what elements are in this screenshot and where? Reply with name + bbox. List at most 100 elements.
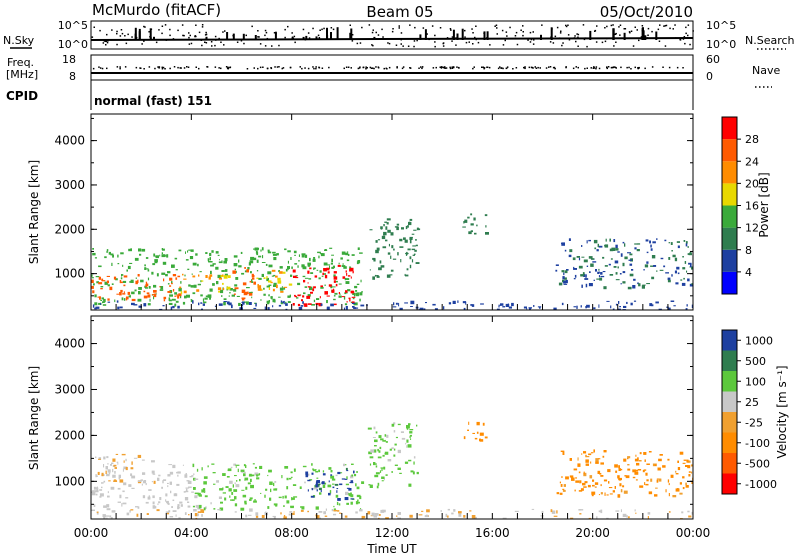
power-echo-cell — [613, 239, 616, 243]
velocity-echo-cell — [278, 496, 282, 499]
nave-tick-top: 60 — [706, 53, 720, 66]
velocity-echo-cell — [137, 506, 140, 509]
power-echo-cell — [622, 262, 625, 267]
nave-dot — [218, 67, 220, 69]
nsky-dot — [494, 25, 496, 27]
nave-dot — [539, 67, 541, 69]
power-echo-cell — [680, 279, 683, 281]
nsky-spike — [486, 31, 489, 40]
nsky-dot — [595, 41, 598, 43]
velocity-echo-cell — [114, 467, 117, 469]
power-echo-cell — [232, 270, 236, 274]
power-echo-cell — [355, 292, 360, 297]
velocity-echo-cell — [231, 499, 235, 501]
velocity-echo-cell — [343, 464, 347, 466]
power-echo-cell — [287, 260, 289, 264]
power-echo-cell — [399, 307, 403, 310]
nsky-dot — [240, 40, 243, 42]
power-echo-cell — [359, 252, 363, 254]
nsky-dot — [398, 27, 400, 29]
nsky-dot — [464, 36, 466, 38]
nsky-dot — [284, 28, 286, 31]
velocity-echo-cell — [225, 486, 229, 488]
power-echo-cell — [346, 301, 348, 303]
velocity-echo-cell — [336, 488, 339, 490]
nsky-dot — [195, 24, 197, 26]
power-echo-cell — [304, 304, 308, 307]
velocity-echo-cell — [659, 454, 663, 456]
power-echo-cell — [298, 260, 300, 262]
velocity-echo-cell — [93, 504, 96, 507]
power-echo-cell — [218, 303, 223, 306]
nave-dot — [432, 67, 435, 69]
velocity-echo-cell — [357, 499, 359, 502]
velocity-echo-cell — [159, 497, 162, 501]
power-echo-cell — [100, 286, 104, 288]
nsky-dot — [131, 36, 133, 38]
nsky-spike — [589, 30, 592, 40]
velocity-echo-cell — [165, 511, 169, 513]
nsky-dot — [451, 40, 453, 42]
velocity-echo-cell — [212, 472, 216, 474]
power-echo-cell — [257, 288, 262, 291]
nave-dot — [357, 67, 360, 70]
power-echo-cell — [104, 256, 107, 259]
nsky-spike — [424, 29, 427, 40]
power-echo-cell — [273, 274, 276, 277]
velocity-echo-cell — [662, 465, 666, 468]
velocity-echo-cell — [614, 464, 618, 468]
power-echo-cell — [309, 257, 311, 262]
power-echo-cell — [277, 280, 282, 284]
velocity-echo-cell — [350, 498, 354, 500]
velocity-echo-cell — [418, 514, 423, 516]
nsky-dot — [615, 41, 617, 43]
power-echo-cell — [337, 264, 341, 267]
power-echo-cell — [379, 260, 382, 264]
velocity-echo-cell — [658, 458, 662, 462]
velocity-echo-cell — [92, 490, 95, 492]
power-echo-cell — [335, 280, 338, 283]
power-echo-cell — [147, 269, 150, 272]
power-echo-cell — [394, 226, 399, 228]
power-echo-cell — [320, 253, 325, 257]
power-echo-cell — [188, 284, 191, 287]
power-echo-cell — [347, 289, 351, 292]
velocity-echo-cell — [273, 482, 275, 487]
nave-dot — [572, 67, 575, 70]
power-echo-cell — [310, 272, 314, 274]
power-echo-cell — [192, 262, 197, 266]
nave-dot — [282, 67, 285, 69]
power-ytick-label: 3000 — [54, 178, 85, 192]
velocity-echo-cell — [606, 494, 609, 496]
velocity-echo-cell — [163, 479, 167, 481]
velocity-echo-cell — [227, 469, 232, 471]
nsky-dot — [211, 45, 213, 47]
power-echo-cell — [168, 299, 172, 302]
velocity-echo-cell — [291, 497, 295, 500]
velocity-echo-cell — [401, 437, 406, 440]
nave-dot — [158, 67, 160, 69]
power-echo-cell — [462, 301, 467, 304]
velocity-echo-cell — [596, 516, 598, 519]
power-echo-cell — [131, 302, 135, 306]
power-echo-cell — [380, 265, 385, 268]
nsky-dot — [155, 41, 158, 44]
power-echo-cell — [409, 237, 413, 240]
velocity-echo-cell — [409, 436, 411, 439]
power-echo-cell — [271, 269, 276, 272]
nave-dot — [140, 67, 142, 69]
power-echo-cell — [257, 285, 262, 289]
velocity-echo-cell — [635, 512, 637, 514]
velocity-echo-cell — [177, 471, 181, 474]
power-echo-cell — [415, 262, 420, 264]
power-echo-cell — [595, 269, 597, 272]
velocity-echo-cell — [371, 512, 375, 516]
power-echo-cell — [686, 304, 688, 307]
velocity-echo-cell — [374, 445, 377, 447]
power-echo-cell — [355, 307, 359, 309]
velocity-echo-cell — [110, 464, 112, 466]
nave-dot — [227, 66, 229, 69]
nsky-dot — [102, 42, 105, 44]
nsky-dot — [576, 33, 578, 35]
